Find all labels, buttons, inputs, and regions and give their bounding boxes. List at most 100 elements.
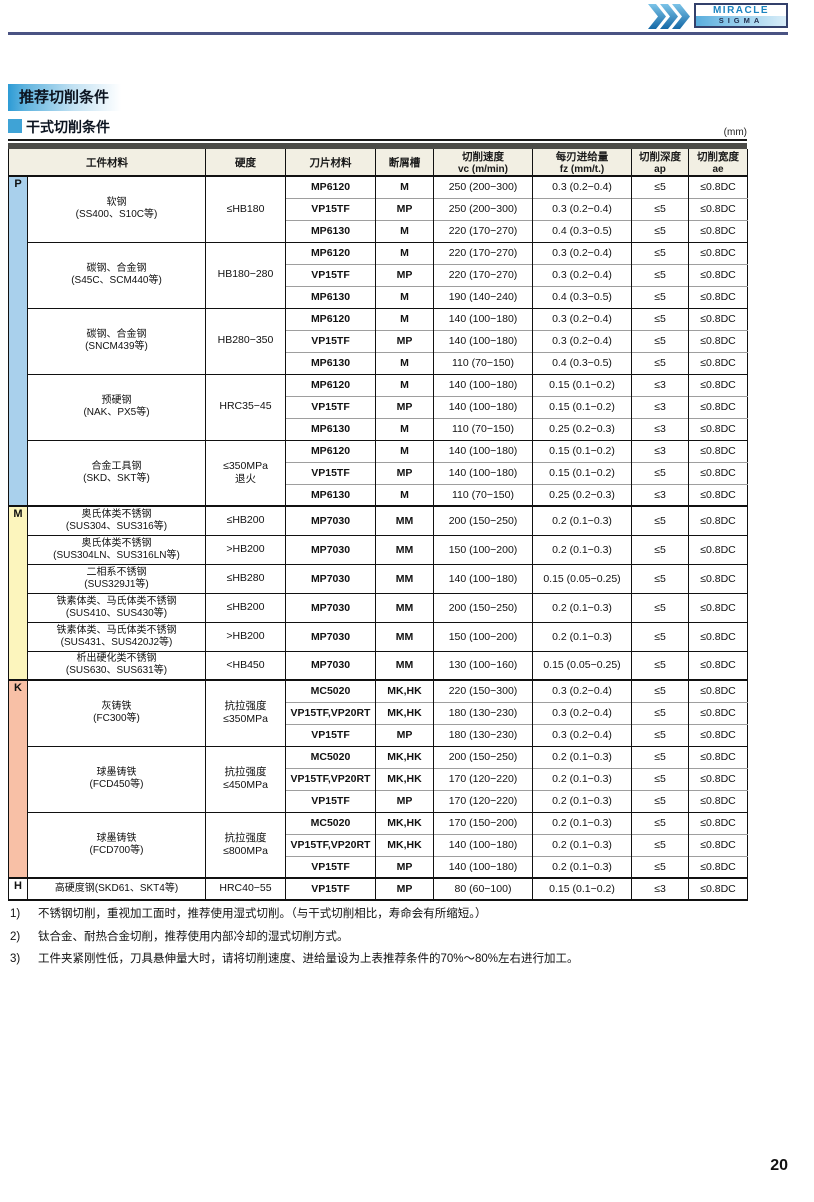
insert-grade-cell: MP7030 xyxy=(285,534,376,564)
hardness-line: ≤HB280 xyxy=(226,571,265,584)
table-header: 工件材料 硬度 刀片材料 断屑槽 切削速度 vc (m/min) 每刃进给量 fz (mm/t… xyxy=(8,149,748,177)
insert-grade-cell: MP7030 xyxy=(285,650,376,680)
feed-rate-cell: 0.3 (0.2−0.4) xyxy=(532,329,632,352)
chip-breaker-cell: M xyxy=(375,351,434,374)
hardness-line: 退火 xyxy=(235,472,256,485)
material-line: (NAK、PX5等) xyxy=(83,407,150,418)
table-row: VP15TF MP 140 (100−180) 0.3 (0.2−0.4) ≤5 ≤0.8… xyxy=(9,329,748,352)
cutting-width-cell: ≤0.8DC xyxy=(688,439,748,462)
cutting-speed-cell: 140 (100−180) xyxy=(433,833,533,856)
feed-rate-cell: 0.15 (0.05−0.25) xyxy=(532,563,632,593)
cutting-width-cell: ≤0.8DC xyxy=(688,650,748,680)
material-cell: 析出硬化类不锈钢 (SUS630、SUS631等) xyxy=(27,650,206,680)
cutting-speed-cell: 190 (140−240) xyxy=(433,285,533,308)
feed-rate-cell: 0.4 (0.3−0.5) xyxy=(532,219,632,242)
col-header-feed-per-tooth: 每刃进给量 fz (mm/t.) xyxy=(532,149,632,177)
footnote-text: 钛合金、耐热合金切削，推荐使用内部冷却的湿式切削方式。 xyxy=(38,930,349,943)
material-cell: 碳钢、合金钢 (SNCM439等) xyxy=(27,307,206,374)
cutting-speed-cell: 110 (70−150) xyxy=(433,351,533,374)
chip-breaker-cell: MK,HK xyxy=(375,767,434,790)
chip-breaker-cell: MK,HK xyxy=(375,745,434,768)
chip-breaker-cell: MM xyxy=(375,505,434,535)
footnote-2: 2) 钛合金、耐热合金切削，推荐使用内部冷却的湿式切削方式。 xyxy=(10,930,747,946)
chip-breaker-cell: MK,HK xyxy=(375,811,434,834)
cutting-width-cell: ≤0.8DC xyxy=(688,219,748,242)
col-header-workpiece-material: 工件材料 xyxy=(8,149,206,177)
material-line: 析出硬化类不锈钢 xyxy=(76,653,157,665)
insert-grade-cell: VP15TF,VP20RT xyxy=(285,833,376,856)
page-number: 20 xyxy=(770,1157,788,1174)
insert-grade-cell: MP6130 xyxy=(285,285,376,308)
cutting-speed-cell: 130 (100−160) xyxy=(433,650,533,680)
feed-rate-cell: 0.2 (0.1−0.3) xyxy=(532,833,632,856)
insert-grade-cell: VP15TF xyxy=(285,789,376,812)
table-row: 奥氏体类不锈钢 (SUS304LN、SUS316LN等) >HB200 MP7030 M… xyxy=(9,534,748,564)
col-header-label: 切削深度 xyxy=(639,151,681,163)
feed-rate-cell: 0.2 (0.1−0.3) xyxy=(532,811,632,834)
material-line: (FCD450等) xyxy=(89,779,144,790)
cutting-speed-cell: 200 (150−250) xyxy=(433,745,533,768)
hardness-cell: 抗拉强度 ≤450MPa xyxy=(205,745,286,812)
cutting-width-cell: ≤0.8DC xyxy=(688,723,748,746)
chip-breaker-cell: M xyxy=(375,241,434,264)
col-header-label: 工件材料 xyxy=(86,156,128,169)
cutting-width-cell: ≤0.8DC xyxy=(688,855,748,878)
cutting-speed-cell: 180 (130−230) xyxy=(433,723,533,746)
footnote-text: 不锈钢切削，重视加工面时，推荐使用湿式切削。（与干式切削相比，寿命会有所缩短。） xyxy=(38,908,487,920)
chip-breaker-cell: MM xyxy=(375,621,434,651)
depth-of-cut-cell: ≤5 xyxy=(631,789,689,812)
cutting-speed-cell: 150 (100−200) xyxy=(433,534,533,564)
cutting-width-cell: ≤0.8DC xyxy=(688,417,748,440)
hardness-line: <HB450 xyxy=(226,658,265,671)
footnote-number: 2) xyxy=(10,930,21,943)
hardness-cell: ≤HB280 xyxy=(205,563,286,593)
insert-grade-cell: VP15TF xyxy=(285,855,376,878)
footnotes: 1) 不锈钢切削，重视加工面时，推荐使用湿式切削。（与干式切削相比，寿命会有所缩… xyxy=(10,907,747,975)
col-header-depth-of-cut: 切削深度 ap xyxy=(631,149,689,177)
hardness-cell: ≤350MPa 退火 xyxy=(205,439,286,506)
feed-rate-cell: 0.3 (0.2−0.4) xyxy=(532,679,632,702)
feed-rate-cell: 0.2 (0.1−0.3) xyxy=(532,855,632,878)
logo-text-miracle: MIRACLE xyxy=(696,5,786,16)
insert-grade-cell: VP15TF xyxy=(285,395,376,418)
material-cell: 球墨铸铁 (FCD450等) xyxy=(27,745,206,812)
cutting-speed-cell: 140 (100−180) xyxy=(433,855,533,878)
depth-of-cut-cell: ≤5 xyxy=(631,505,689,535)
cutting-speed-cell: 140 (100−180) xyxy=(433,461,533,484)
col-header-sub: ae xyxy=(712,164,724,175)
hardness-line: ≤HB180 xyxy=(226,202,265,215)
table-row: H 高硬度钢(SKD61、SKT4等) HRC40−55 VP15TF MP 80 (60… xyxy=(8,877,748,900)
material-line: 铁素体类、马氏体类不锈钢 xyxy=(56,595,177,607)
feed-rate-cell: 0.4 (0.3−0.5) xyxy=(532,285,632,308)
cutting-speed-cell: 140 (100−180) xyxy=(433,439,533,462)
chip-breaker-cell: MM xyxy=(375,534,434,564)
depth-of-cut-cell: ≤5 xyxy=(631,811,689,834)
feed-rate-cell: 0.2 (0.1−0.3) xyxy=(532,592,632,622)
depth-of-cut-cell: ≤5 xyxy=(631,650,689,680)
material-line: 高硬度钢(SKD61、SKT4等) xyxy=(54,883,179,894)
col-header-label: 切削宽度 xyxy=(697,151,739,163)
cutting-width-cell: ≤0.8DC xyxy=(688,373,748,396)
cutting-width-cell: ≤0.8DC xyxy=(688,789,748,812)
depth-of-cut-cell: ≤5 xyxy=(631,855,689,878)
depth-of-cut-cell: ≤5 xyxy=(631,307,689,330)
cutting-width-cell: ≤0.8DC xyxy=(688,621,748,651)
depth-of-cut-cell: ≤5 xyxy=(631,263,689,286)
feed-rate-cell: 0.15 (0.1−0.2) xyxy=(532,461,632,484)
insert-grade-cell: VP15TF xyxy=(285,263,376,286)
depth-of-cut-cell: ≤3 xyxy=(631,395,689,418)
depth-of-cut-cell: ≤5 xyxy=(631,534,689,564)
chip-breaker-cell: MP xyxy=(375,395,434,418)
table-row: 球墨铸铁 (FCD450等) 抗拉强度 ≤450MPa MC5020 MK,HK 200 (… xyxy=(9,745,748,812)
chip-breaker-cell: MM xyxy=(375,650,434,680)
depth-of-cut-cell: ≤5 xyxy=(631,175,689,198)
table-row: VP15TF MP 140 (100−180) 0.15 (0.1−0.2) ≤3 ≤0.… xyxy=(9,395,748,418)
material-line: 奥氏体类不锈钢 xyxy=(81,537,152,549)
depth-of-cut-cell: ≤5 xyxy=(631,745,689,768)
feed-rate-cell: 0.15 (0.1−0.2) xyxy=(532,439,632,462)
table-row: MP6130 M 110 (70−150) 0.25 (0.2−0.3) ≤3 ≤0.8D… xyxy=(9,417,748,440)
cutting-width-cell: ≤0.8DC xyxy=(688,811,748,834)
col-header-chip-breaker: 断屑槽 xyxy=(375,149,434,177)
hardness-cell: HRC35−45 xyxy=(205,373,286,440)
cutting-width-cell: ≤0.8DC xyxy=(688,307,748,330)
